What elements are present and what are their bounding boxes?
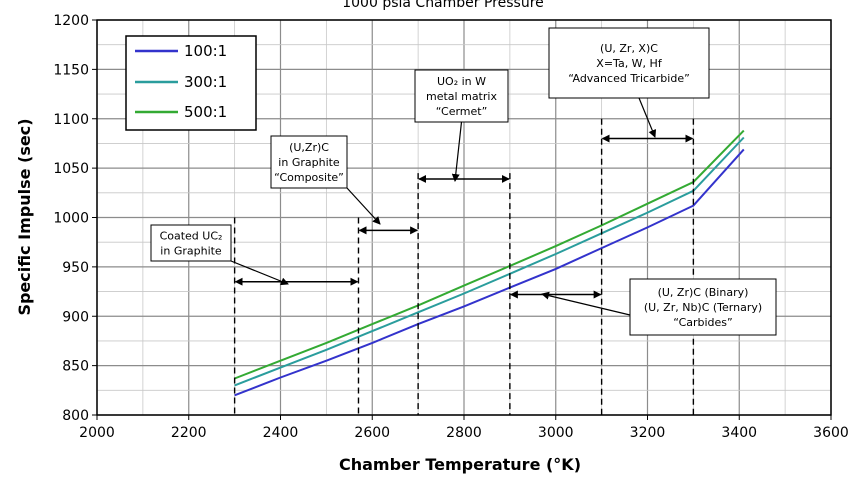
annotations: Coated UC₂ in Graphite (U,Zr)C in Graphite “… <box>150 27 777 415</box>
y-tick-label: 800 <box>62 408 89 424</box>
label-text-tricarbide: (U, Zr, X)C <box>600 42 658 55</box>
y-tick-label: 850 <box>62 359 89 375</box>
series-line-100-1 <box>234 148 745 397</box>
label-text-carbides: (U, Zr, Nb)C (Ternary) <box>644 301 762 314</box>
x-tick-label: 2200 <box>171 425 207 441</box>
label-box-coated-uc2 <box>150 224 232 262</box>
x-tick-label: 3200 <box>630 425 666 441</box>
y-tick-label: 1000 <box>53 211 89 227</box>
label-text-composite: “Composite” <box>274 171 344 184</box>
x-tick-label: 2400 <box>263 425 299 441</box>
label-text-tricarbide: X=Ta, W, Hf <box>596 57 663 70</box>
label-pointer-coated-uc2 <box>230 260 289 286</box>
x-tick-label: 3000 <box>538 425 574 441</box>
legend-label-500: 500:1 <box>184 103 227 121</box>
label-pointer-cermet <box>451 121 463 182</box>
chart-title: 1000 psia Chamber Pressure <box>342 0 544 11</box>
label-box-composite <box>270 135 348 189</box>
y-tick-label: 900 <box>62 309 89 325</box>
x-tick-label: 2000 <box>79 425 115 441</box>
label-pointer-tricarbide <box>638 97 657 138</box>
label-text-coated-uc2: in Graphite <box>160 245 222 258</box>
x-axis-title: Chamber Temperature (°K) <box>339 455 581 474</box>
x-tick-label: 2800 <box>446 425 482 441</box>
label-text-coated-uc2: Coated UC₂ <box>160 230 223 243</box>
y-axis-title: Specific Impulse (sec) <box>15 118 34 315</box>
y-tick-label: 1050 <box>53 161 89 177</box>
label-text-cermet: UO₂ in W <box>437 75 486 88</box>
y-tick-label: 950 <box>62 260 89 276</box>
label-pointer-carbides <box>541 291 631 316</box>
axes: 2000 2200 2400 2600 2800 3000 3200 3400 3600 800 8… <box>53 13 848 441</box>
y-tick-label: 1200 <box>53 13 89 29</box>
legend-label-100: 100:1 <box>184 42 227 60</box>
series-lines <box>234 129 745 397</box>
label-box-carbides <box>629 278 777 336</box>
label-text-composite: (U,Zr)C <box>289 141 329 154</box>
legend: 100:1 300:1 500:1 <box>125 35 257 131</box>
label-text-carbides: “Carbides” <box>673 316 732 329</box>
legend-label-300: 300:1 <box>184 73 227 91</box>
label-box-tricarbide <box>548 27 710 99</box>
label-text-cermet: “Cermet” <box>436 105 488 118</box>
label-text-composite: in Graphite <box>278 156 340 169</box>
series-line-300-1 <box>234 136 745 387</box>
label-text-tricarbide: “Advanced Tricarbide” <box>568 72 690 85</box>
series-line-500-1 <box>234 129 745 380</box>
label-pointer-composite <box>346 187 381 225</box>
label-text-carbides: (U, Zr)C (Binary) <box>658 286 749 299</box>
label-box-cermet <box>414 69 509 123</box>
y-tick-label: 1100 <box>53 112 89 128</box>
x-tick-label: 3400 <box>721 425 757 441</box>
x-tick-label: 3600 <box>813 425 849 441</box>
label-text-cermet: metal matrix <box>426 90 497 103</box>
y-tick-label: 1150 <box>53 62 89 78</box>
x-tick-label: 2600 <box>354 425 390 441</box>
